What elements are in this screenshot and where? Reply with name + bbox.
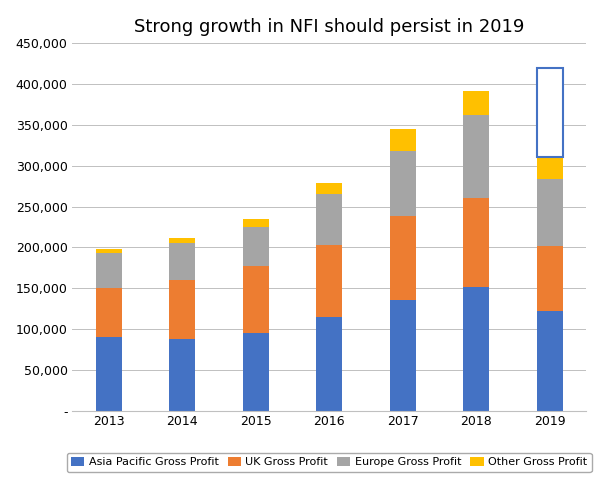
Bar xyxy=(243,266,269,333)
Title: Strong growth in NFI should persist in 2019: Strong growth in NFI should persist in 2… xyxy=(134,18,524,36)
Bar xyxy=(463,91,489,115)
Bar xyxy=(463,115,489,199)
Bar xyxy=(537,246,562,311)
Bar xyxy=(390,216,416,300)
Bar xyxy=(463,286,489,411)
Bar xyxy=(243,333,269,411)
Bar xyxy=(537,179,562,246)
Bar xyxy=(96,253,121,288)
Legend: Asia Pacific Gross Profit, UK Gross Profit, Europe Gross Profit, Other Gross Pro: Asia Pacific Gross Profit, UK Gross Prof… xyxy=(66,453,592,472)
Bar xyxy=(537,68,562,157)
Bar xyxy=(316,194,342,245)
Bar xyxy=(316,245,342,317)
Bar xyxy=(243,219,269,227)
Bar xyxy=(537,311,562,411)
Bar xyxy=(169,280,195,339)
Bar xyxy=(390,129,416,151)
Bar xyxy=(537,157,562,179)
Bar xyxy=(169,339,195,411)
Bar xyxy=(390,300,416,411)
Bar xyxy=(316,317,342,411)
Bar xyxy=(169,238,195,243)
Bar xyxy=(316,183,342,194)
Bar xyxy=(243,227,269,266)
Bar xyxy=(96,249,121,253)
Bar xyxy=(169,243,195,280)
Bar xyxy=(390,151,416,216)
Bar xyxy=(96,337,121,411)
Bar xyxy=(96,288,121,337)
Bar xyxy=(463,199,489,286)
